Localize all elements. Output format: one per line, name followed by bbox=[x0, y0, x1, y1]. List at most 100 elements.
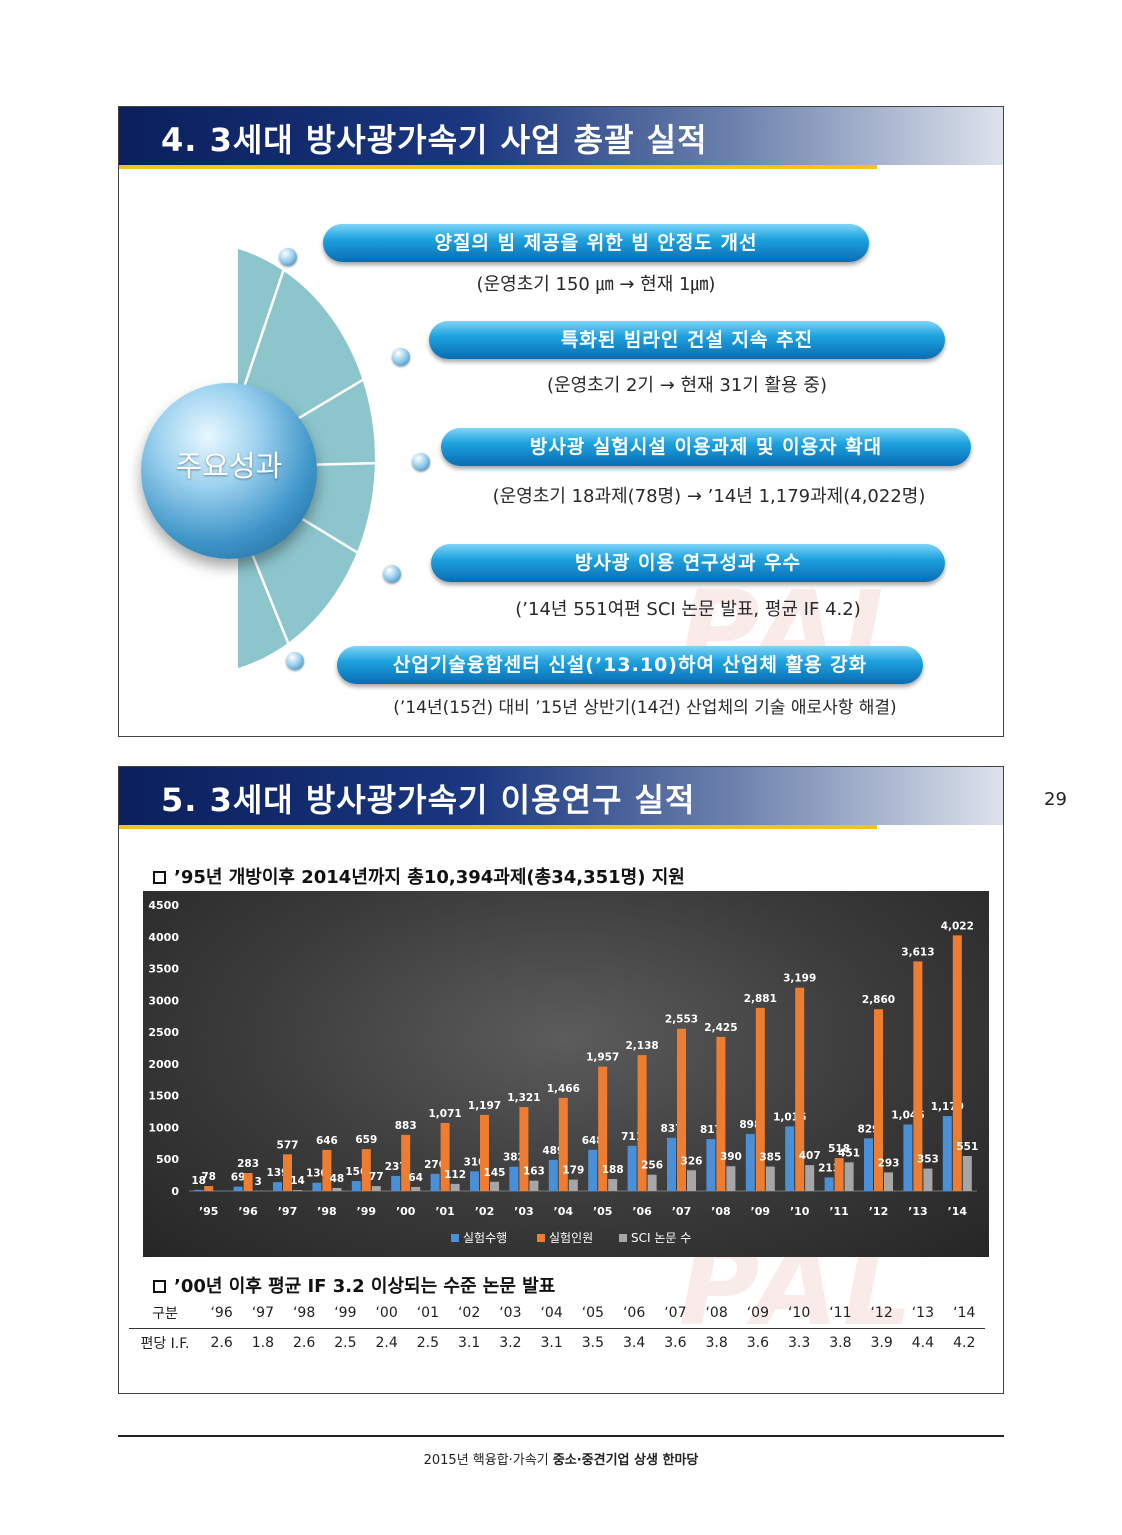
data-label: 293 bbox=[878, 1157, 900, 1169]
data-label: 648 bbox=[582, 1135, 604, 1147]
data-label: 837 bbox=[661, 1123, 683, 1135]
bar-sci-papers bbox=[805, 1165, 815, 1191]
x-tick-label: ’09 bbox=[751, 1205, 771, 1218]
data-label: 382 bbox=[503, 1152, 525, 1164]
bar-participants bbox=[598, 1066, 608, 1191]
bar-experiments bbox=[312, 1182, 322, 1191]
table-cell: 3.9 bbox=[870, 1335, 893, 1352]
table-header-cell: ‘99 bbox=[324, 1298, 366, 1329]
bar-participants bbox=[874, 1009, 883, 1191]
x-tick-label: ’07 bbox=[672, 1205, 692, 1218]
bar-experiments bbox=[548, 1159, 558, 1191]
bar-experiments bbox=[942, 1116, 952, 1191]
x-tick-label: ’11 bbox=[829, 1205, 849, 1218]
bar-experiments bbox=[430, 1173, 440, 1191]
bar-sci-papers bbox=[765, 1166, 775, 1191]
data-label: 156 bbox=[345, 1166, 367, 1178]
bar-participants bbox=[716, 1036, 726, 1191]
table-header-cell: ‘05 bbox=[572, 1298, 614, 1329]
checkbox-bullet-icon bbox=[153, 1280, 166, 1293]
data-label: 77 bbox=[369, 1171, 384, 1183]
data-label: 646 bbox=[316, 1135, 338, 1147]
footer: 2015년 핵융합·가속기 중소·중견기업 상생 한마당 bbox=[118, 1449, 1004, 1468]
connector-knob bbox=[279, 248, 297, 266]
data-label: 145 bbox=[484, 1167, 506, 1179]
table-header-cell: ‘08 bbox=[696, 1298, 738, 1329]
y-tick-label: 4000 bbox=[148, 931, 179, 944]
data-label: 3,199 bbox=[783, 973, 816, 985]
heading-text: ’95년 개방이후 2014년까지 총10,394과제(총34,351명) 지원 bbox=[174, 867, 685, 888]
data-label: 326 bbox=[681, 1155, 703, 1167]
bar-sci-papers bbox=[371, 1186, 381, 1191]
achievement-item-4: 방사광 이용 연구성과 우수 bbox=[431, 544, 945, 582]
data-label: 407 bbox=[799, 1150, 821, 1162]
data-label: 711 bbox=[621, 1131, 643, 1143]
y-tick-label: 3000 bbox=[148, 994, 179, 1007]
data-label: 829 bbox=[858, 1123, 880, 1135]
heading-text: ’00년 이후 평균 IF 3.2 이상되는 수준 논문 발표 bbox=[174, 1276, 556, 1297]
slide-title-bar: 5. 3세대 방사광가속기 이용연구 실적 bbox=[119, 767, 1003, 825]
table-header-cell: ‘10 bbox=[778, 1298, 820, 1329]
achievement-detail-4: (’14년 551여편 SCI 논문 발표, 평균 IF 4.2) bbox=[515, 599, 861, 620]
title-underline bbox=[119, 825, 877, 829]
data-label: 518 bbox=[828, 1143, 850, 1155]
y-tick-label: 2000 bbox=[148, 1058, 179, 1071]
footer-divider bbox=[118, 1435, 1004, 1437]
x-tick-label: ’00 bbox=[396, 1205, 416, 1218]
bar-sci-papers bbox=[293, 1190, 302, 1191]
data-label: 64 bbox=[408, 1172, 423, 1184]
table-header-cell: ‘14 bbox=[943, 1298, 985, 1329]
bar-participants bbox=[637, 1055, 647, 1191]
data-label: 270 bbox=[424, 1159, 446, 1171]
data-label: 489 bbox=[542, 1145, 564, 1157]
table-cell: 2.5 bbox=[334, 1335, 357, 1352]
data-label: 659 bbox=[355, 1134, 377, 1146]
bar-sci-papers bbox=[411, 1186, 421, 1191]
legend-swatch bbox=[537, 1234, 545, 1242]
slide-title: 4. 3세대 방사광가속기 사업 총괄 실적 bbox=[161, 121, 708, 159]
data-label: 4,022 bbox=[941, 920, 974, 932]
data-label: 2,425 bbox=[704, 1022, 737, 1034]
bar-experiments bbox=[588, 1149, 598, 1191]
bar-experiments bbox=[194, 1189, 204, 1191]
data-label: 139 bbox=[267, 1167, 289, 1179]
x-tick-label: ’14 bbox=[948, 1205, 968, 1218]
data-label: 577 bbox=[277, 1139, 299, 1151]
table-cell: 1.8 bbox=[251, 1335, 274, 1352]
center-circle: 주요성과 bbox=[141, 383, 317, 559]
achievement-item-3: 방사광 실험시설 이용과제 및 이용자 확대 bbox=[441, 428, 971, 466]
data-label: 213 bbox=[818, 1162, 840, 1174]
data-label: 112 bbox=[444, 1169, 466, 1181]
data-label: 883 bbox=[395, 1120, 417, 1132]
achievement-detail-2: (운영초기 2기 → 현재 31기 활용 중) bbox=[547, 375, 827, 396]
table-cell: 3.2 bbox=[499, 1335, 522, 1352]
bar-participants bbox=[401, 1134, 411, 1191]
slide-achievements: 4. 3세대 방사광가속기 사업 총괄 실적 PAL 주요성과 양질의 빔 제공… bbox=[118, 106, 1004, 737]
section-heading-2: ’00년 이후 평균 IF 3.2 이상되는 수준 논문 발표 bbox=[153, 1272, 555, 1298]
data-label: 2,860 bbox=[862, 994, 895, 1006]
bar-experiments bbox=[903, 1124, 913, 1191]
bar-experiments bbox=[864, 1138, 873, 1191]
data-label: 14 bbox=[290, 1175, 305, 1187]
x-tick-label: ’04 bbox=[554, 1205, 574, 1218]
data-label: 78 bbox=[201, 1171, 216, 1183]
table-cell: 3.8 bbox=[829, 1335, 852, 1352]
bar-participants bbox=[243, 1173, 253, 1191]
bar-experiments bbox=[745, 1133, 755, 1191]
connector-knob bbox=[392, 348, 410, 366]
bar-sci-papers bbox=[568, 1179, 578, 1191]
table-cell: 3.6 bbox=[746, 1335, 769, 1352]
table-cell: 3.6 bbox=[664, 1335, 687, 1352]
table-header-label: 구분 bbox=[129, 1298, 201, 1329]
data-label: 390 bbox=[720, 1151, 742, 1163]
slide-research-results: 5. 3세대 방사광가속기 이용연구 실적 PAL ’95년 개방이후 2014… bbox=[118, 766, 1004, 1394]
data-label: 18 bbox=[191, 1175, 206, 1187]
table-cell: 4.4 bbox=[911, 1335, 934, 1352]
data-label: 237 bbox=[385, 1161, 407, 1173]
y-tick-label: 1500 bbox=[148, 1090, 179, 1103]
bar-participants bbox=[952, 935, 962, 1191]
table-cell: 4.2 bbox=[953, 1335, 976, 1352]
achievement-detail-3: (운영초기 18과제(78명) → ’14년 1,179과제(4,022명) bbox=[492, 486, 926, 507]
bar-sci-papers bbox=[962, 1155, 972, 1191]
bar-sci-papers bbox=[608, 1179, 618, 1191]
